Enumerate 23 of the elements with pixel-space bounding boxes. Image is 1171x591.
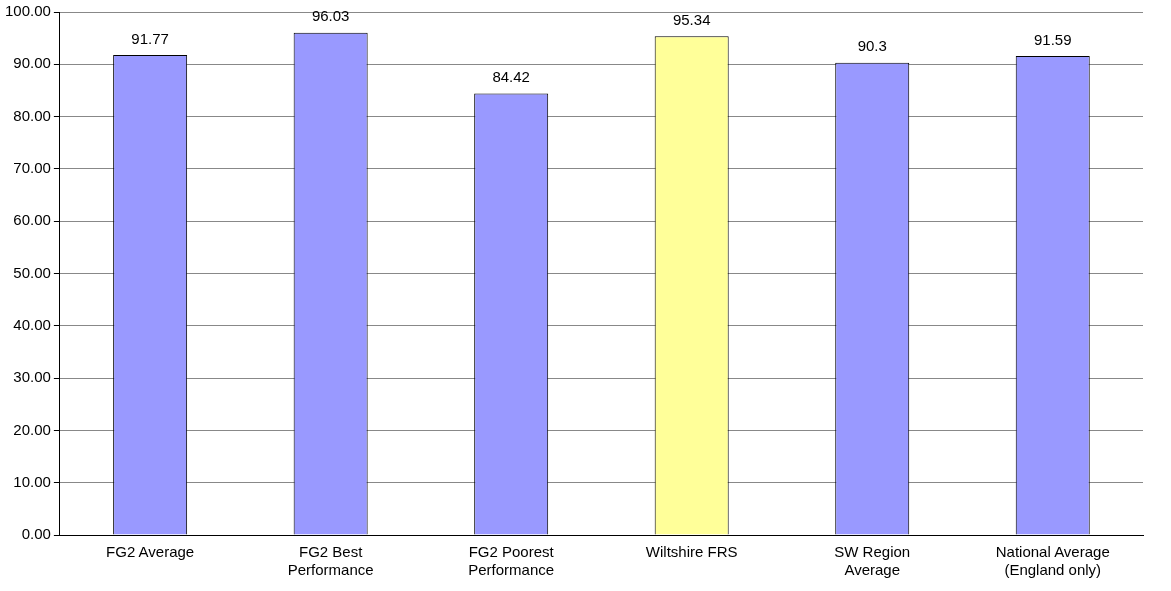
y-tick-label: 50.00 <box>13 263 51 281</box>
data-label: 96.03 <box>311 7 350 25</box>
data-label: 91.59 <box>1033 30 1072 48</box>
x-tick-label: FG2 Average <box>106 543 195 561</box>
y-tick-label: 90.00 <box>13 54 51 72</box>
x-tick-label: Wiltshire FRS <box>645 543 738 561</box>
y-tick-label: 60.00 <box>13 211 51 229</box>
x-tick-label: National Average (England only) <box>995 543 1110 579</box>
data-label: 95.34 <box>672 11 711 29</box>
data-label: 90.3 <box>857 37 887 55</box>
data-label: 91.77 <box>131 29 169 47</box>
y-tick-label: 0.00 <box>21 525 51 543</box>
y-tick-label: 70.00 <box>13 159 51 177</box>
x-tick-label: FG2 Best Performance <box>287 543 374 579</box>
data-label: 84.42 <box>492 68 530 86</box>
y-tick-label: 30.00 <box>13 368 51 386</box>
y-tick-label: 20.00 <box>13 420 51 438</box>
y-tick-label: 10.00 <box>13 472 51 490</box>
x-tick-label: SW Region Average <box>834 543 911 579</box>
y-tick-label: 100.00 <box>4 2 51 20</box>
x-tick-label: FG2 Poorest Performance <box>468 543 555 579</box>
y-tick-label: 80.00 <box>13 106 51 124</box>
y-tick-label: 40.00 <box>13 315 51 333</box>
